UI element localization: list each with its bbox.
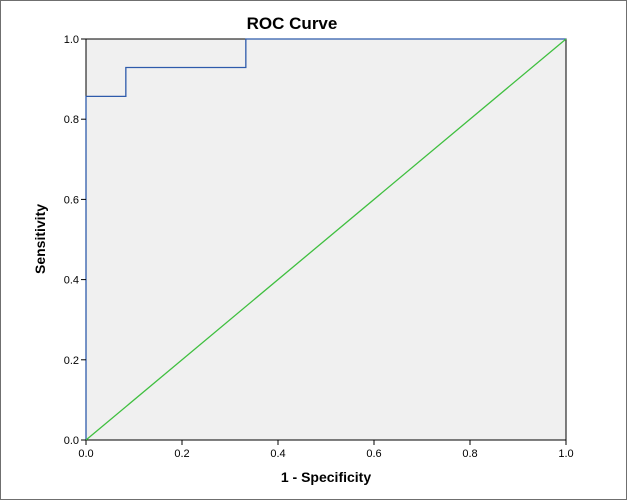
chart-title: ROC Curve: [247, 14, 338, 33]
y-tick-label: 0.8: [64, 114, 79, 126]
reference-diagonal-line: [85, 38, 567, 441]
y-axis: 0.0 0.2 0.4 0.6 0.8 1.0: [64, 34, 86, 447]
x-tick-label: 0.6: [366, 448, 381, 460]
series-layer: [85, 38, 567, 441]
y-tick-label: 0.2: [64, 355, 79, 367]
x-tick-label: 0.2: [174, 448, 189, 460]
y-tick-label: 0.6: [64, 194, 79, 206]
y-tick-label: 0.4: [64, 275, 79, 287]
roc-curve-line: [85, 38, 566, 440]
y-tick-label: 0.0: [64, 435, 79, 447]
x-tick-label: 0.8: [462, 448, 477, 460]
x-axis-label: 1 - Specificity: [281, 469, 371, 485]
x-axis: 0.0 0.2 0.4 0.6 0.8 1.0: [78, 440, 574, 460]
x-tick-label: 1.0: [558, 448, 573, 460]
x-tick-label: 0.4: [270, 448, 285, 460]
y-axis-label: Sensitivity: [32, 204, 48, 274]
y-tick-label: 1.0: [64, 34, 79, 46]
x-tick-label: 0.0: [78, 448, 93, 460]
